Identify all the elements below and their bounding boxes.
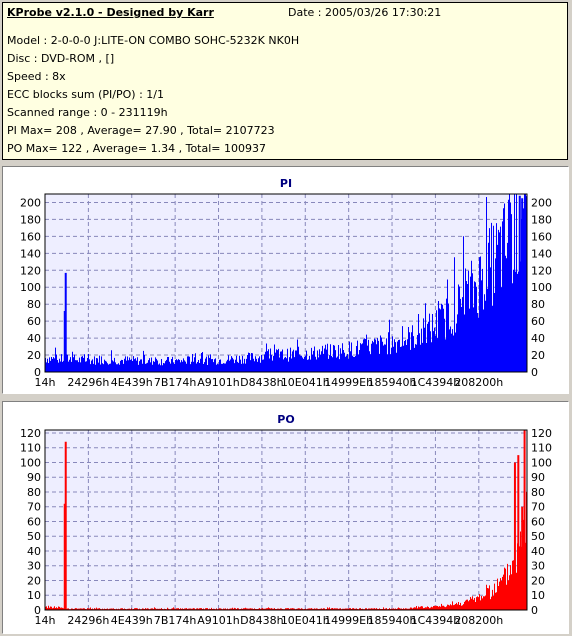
y-tick-label-right: 60 bbox=[531, 515, 545, 528]
y-tick-label-left: 0 bbox=[34, 366, 41, 379]
scanned-range: Scanned range : 0 - 231119h bbox=[7, 106, 168, 119]
y-tick-label-right: 140 bbox=[531, 247, 552, 260]
y-tick-label-right: 0 bbox=[531, 604, 538, 617]
y-tick-label-right: 200 bbox=[531, 196, 552, 209]
y-tick-label-right: 20 bbox=[531, 574, 545, 587]
pi-chart: PI 0 0 20 20 40 40 60 60 80 80 100 100 120 120 140 140 16… bbox=[20, 177, 552, 389]
y-tick-label-right: 80 bbox=[531, 298, 545, 311]
y-tick-label-left: 70 bbox=[27, 501, 41, 514]
x-tick-label: 14h bbox=[35, 614, 56, 627]
x-tick-label: 4E439h bbox=[111, 376, 153, 389]
y-tick-label-right: 10 bbox=[531, 589, 545, 602]
x-tick-label: 208200h bbox=[454, 376, 503, 389]
disc-type: Disc : DVD-ROM , [] bbox=[7, 52, 115, 65]
y-tick-label-left: 120 bbox=[20, 427, 41, 440]
y-tick-label-right: 20 bbox=[531, 349, 545, 362]
x-tick-label: 185940h bbox=[368, 376, 417, 389]
x-tick-label: 1C4394h bbox=[411, 376, 461, 389]
chart-title: PI bbox=[280, 177, 292, 190]
x-tick-label: D8438h bbox=[240, 614, 283, 627]
x-tick-label: 185940h bbox=[368, 614, 417, 627]
y-tick-label-left: 160 bbox=[20, 230, 41, 243]
y-tick-label-right: 180 bbox=[531, 213, 552, 226]
x-tick-label: 10E041h bbox=[281, 376, 330, 389]
y-tick-label-left: 10 bbox=[27, 589, 41, 602]
y-tick-label-right: 100 bbox=[531, 281, 552, 294]
y-tick-label-left: 100 bbox=[20, 281, 41, 294]
x-tick-label: 1C4394h bbox=[411, 614, 461, 627]
y-tick-label-left: 0 bbox=[34, 604, 41, 617]
chart-title: PO bbox=[277, 413, 294, 426]
x-tick-label: 24296h bbox=[67, 376, 109, 389]
x-tick-label: A9101h bbox=[197, 376, 240, 389]
y-tick-label-right: 90 bbox=[531, 471, 545, 484]
y-tick-label-left: 100 bbox=[20, 456, 41, 469]
scan-date: Date : 2005/03/26 17:30:21 bbox=[288, 6, 442, 19]
x-tick-label: 4E439h bbox=[111, 614, 153, 627]
y-tick-label-left: 80 bbox=[27, 298, 41, 311]
y-tick-label-right: 120 bbox=[531, 427, 552, 440]
x-tick-label: 7B174h bbox=[154, 376, 197, 389]
y-tick-label-left: 140 bbox=[20, 247, 41, 260]
ecc-blocks: ECC blocks sum (PI/PO) : 1/1 bbox=[7, 88, 164, 101]
x-tick-label: D8438h bbox=[240, 376, 283, 389]
x-tick-label: 14999Eh bbox=[324, 614, 373, 627]
plot-area bbox=[45, 430, 527, 610]
x-tick-label: 24296h bbox=[67, 614, 109, 627]
app-title: KProbe v2.1.0 - Designed by Karr bbox=[7, 6, 214, 19]
y-tick-label-right: 40 bbox=[531, 545, 545, 558]
y-tick-label-right: 120 bbox=[531, 264, 552, 277]
y-tick-label-right: 160 bbox=[531, 230, 552, 243]
y-tick-label-left: 20 bbox=[27, 574, 41, 587]
pi-chart-panel: PI 0 0 20 20 40 40 60 60 80 80 100 100 120 120 140 140 16… bbox=[2, 166, 569, 394]
y-tick-label-left: 90 bbox=[27, 471, 41, 484]
y-tick-label-right: 110 bbox=[531, 442, 552, 455]
y-tick-label-right: 30 bbox=[531, 560, 545, 573]
pi-summary: PI Max= 208 , Average= 27.90 , Total= 21… bbox=[7, 124, 275, 137]
x-tick-label: 208200h bbox=[454, 614, 503, 627]
x-tick-label: 7B174h bbox=[154, 614, 197, 627]
y-tick-label-left: 20 bbox=[27, 349, 41, 362]
y-tick-label-right: 80 bbox=[531, 486, 545, 499]
y-tick-label-left: 40 bbox=[27, 545, 41, 558]
y-tick-label-left: 50 bbox=[27, 530, 41, 543]
x-tick-label: 14999Eh bbox=[324, 376, 373, 389]
plot-border bbox=[44, 429, 528, 611]
y-tick-label-left: 60 bbox=[27, 515, 41, 528]
y-tick-label-right: 0 bbox=[531, 366, 538, 379]
data-bars bbox=[45, 194, 527, 372]
po-chart-panel: PO 0 0 10 10 20 20 30 30 40 40 50 50 60 60 70 70 80 80 90 90… bbox=[2, 401, 569, 634]
plot-border bbox=[44, 193, 528, 373]
y-tick-label-left: 40 bbox=[27, 332, 41, 345]
y-tick-label-left: 80 bbox=[27, 486, 41, 499]
x-tick-label: A9101h bbox=[197, 614, 240, 627]
y-tick-label-right: 100 bbox=[531, 456, 552, 469]
info-panel: KProbe v2.1.0 - Designed by Karr Date : … bbox=[2, 2, 568, 160]
y-tick-label-left: 200 bbox=[20, 196, 41, 209]
y-tick-label-left: 60 bbox=[27, 315, 41, 328]
y-tick-label-right: 50 bbox=[531, 530, 545, 543]
y-tick-label-left: 110 bbox=[20, 442, 41, 455]
y-tick-label-right: 40 bbox=[531, 332, 545, 345]
y-tick-label-left: 120 bbox=[20, 264, 41, 277]
x-tick-label: 10E041h bbox=[281, 614, 330, 627]
drive-model: Model : 2-0-0-0 J:LITE-ON COMBO SOHC-523… bbox=[7, 34, 300, 47]
read-speed: Speed : 8x bbox=[7, 70, 66, 83]
x-tick-label: 14h bbox=[35, 376, 56, 389]
y-tick-label-right: 60 bbox=[531, 315, 545, 328]
y-tick-label-left: 30 bbox=[27, 560, 41, 573]
po-summary: PO Max= 122 , Average= 1.34 , Total= 100… bbox=[7, 142, 266, 155]
y-tick-label-right: 70 bbox=[531, 501, 545, 514]
y-tick-label-left: 180 bbox=[20, 213, 41, 226]
